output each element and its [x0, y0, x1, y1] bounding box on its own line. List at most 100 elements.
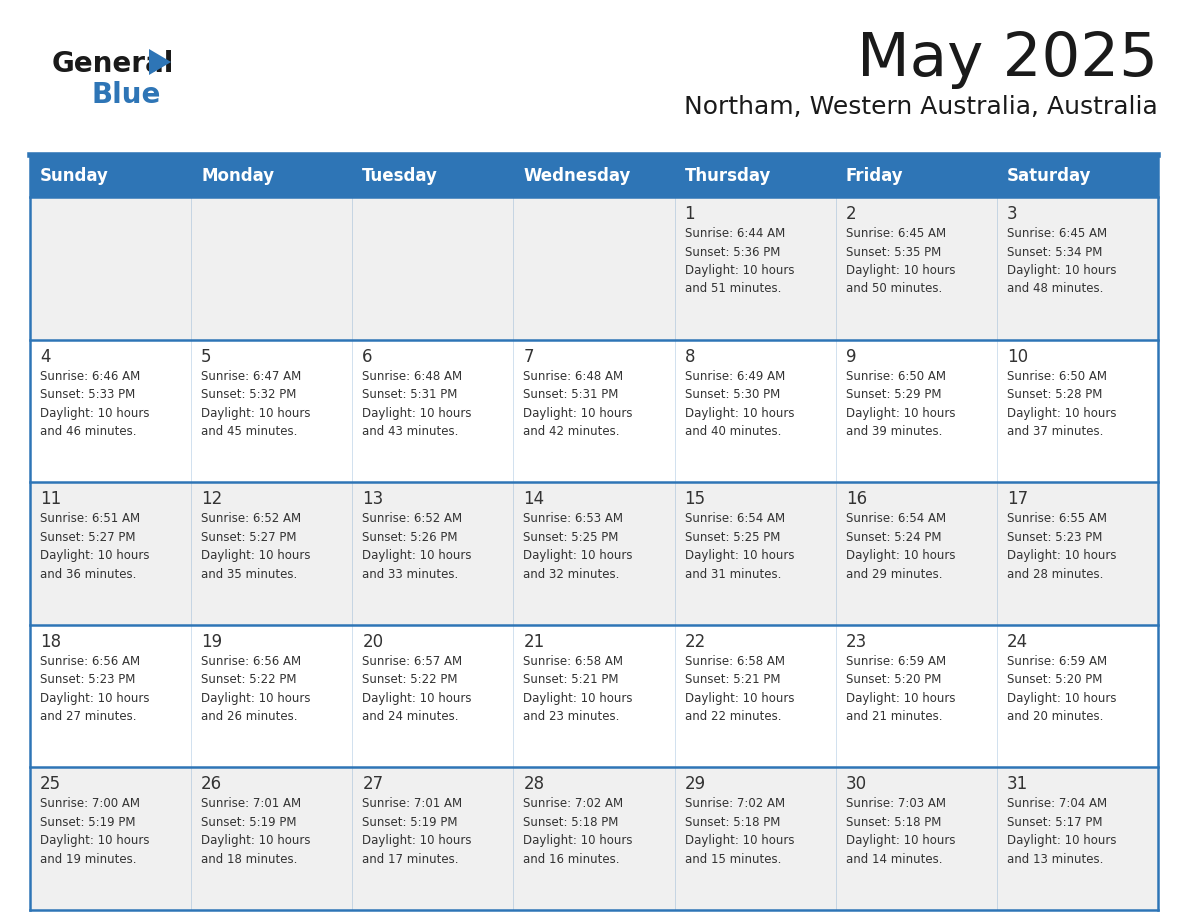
Text: Daylight: 10 hours: Daylight: 10 hours	[362, 407, 472, 420]
Bar	[997, 767, 1158, 910]
Text: Sunrise: 6:48 AM: Sunrise: 6:48 AM	[524, 370, 624, 383]
Bar	[513, 340, 675, 482]
Text: Sunrise: 6:56 AM: Sunrise: 6:56 AM	[201, 655, 302, 667]
Text: Sunrise: 6:57 AM: Sunrise: 6:57 AM	[362, 655, 462, 667]
Text: Sunset: 5:18 PM: Sunset: 5:18 PM	[846, 816, 941, 829]
Text: Daylight: 10 hours: Daylight: 10 hours	[201, 549, 310, 562]
Text: and 19 minutes.: and 19 minutes.	[40, 853, 137, 866]
Text: and 33 minutes.: and 33 minutes.	[362, 567, 459, 581]
Text: and 36 minutes.: and 36 minutes.	[40, 567, 137, 581]
Text: 14: 14	[524, 490, 544, 509]
Text: and 15 minutes.: and 15 minutes.	[684, 853, 781, 866]
Bar	[675, 197, 835, 340]
Bar	[675, 340, 835, 482]
Text: and 22 minutes.: and 22 minutes.	[684, 711, 781, 723]
Text: Sunset: 5:25 PM: Sunset: 5:25 PM	[684, 531, 781, 543]
Bar	[835, 197, 997, 340]
Text: 15: 15	[684, 490, 706, 509]
Text: Sunrise: 6:46 AM: Sunrise: 6:46 AM	[40, 370, 140, 383]
Bar	[30, 625, 191, 767]
Text: Sunrise: 6:44 AM: Sunrise: 6:44 AM	[684, 227, 785, 240]
Text: Daylight: 10 hours: Daylight: 10 hours	[1007, 264, 1117, 277]
Text: Daylight: 10 hours: Daylight: 10 hours	[684, 407, 794, 420]
Text: Sunset: 5:31 PM: Sunset: 5:31 PM	[362, 388, 457, 401]
Text: Daylight: 10 hours: Daylight: 10 hours	[684, 549, 794, 562]
Text: Sunset: 5:17 PM: Sunset: 5:17 PM	[1007, 816, 1102, 829]
Text: Sunday: Sunday	[40, 167, 109, 185]
Text: and 51 minutes.: and 51 minutes.	[684, 283, 781, 296]
Text: Sunset: 5:27 PM: Sunset: 5:27 PM	[40, 531, 135, 543]
Text: Sunset: 5:23 PM: Sunset: 5:23 PM	[1007, 531, 1102, 543]
Bar	[353, 625, 513, 767]
Text: 30: 30	[846, 776, 867, 793]
Text: Sunrise: 6:52 AM: Sunrise: 6:52 AM	[201, 512, 302, 525]
Text: 31: 31	[1007, 776, 1028, 793]
Text: 27: 27	[362, 776, 384, 793]
Text: Friday: Friday	[846, 167, 903, 185]
Text: Daylight: 10 hours: Daylight: 10 hours	[524, 549, 633, 562]
Text: Sunset: 5:18 PM: Sunset: 5:18 PM	[524, 816, 619, 829]
Text: General: General	[52, 50, 175, 78]
Text: 6: 6	[362, 348, 373, 365]
Text: 10: 10	[1007, 348, 1028, 365]
Bar	[997, 197, 1158, 340]
Bar	[997, 482, 1158, 625]
Text: 4: 4	[40, 348, 51, 365]
Text: 23: 23	[846, 633, 867, 651]
Text: 28: 28	[524, 776, 544, 793]
Text: and 29 minutes.: and 29 minutes.	[846, 567, 942, 581]
Bar	[835, 340, 997, 482]
Text: Sunset: 5:22 PM: Sunset: 5:22 PM	[362, 673, 457, 687]
Text: Sunset: 5:21 PM: Sunset: 5:21 PM	[524, 673, 619, 687]
Text: 11: 11	[40, 490, 62, 509]
Bar	[513, 482, 675, 625]
Text: Sunset: 5:18 PM: Sunset: 5:18 PM	[684, 816, 781, 829]
Bar	[30, 340, 191, 482]
Text: Sunrise: 6:45 AM: Sunrise: 6:45 AM	[846, 227, 946, 240]
Bar	[675, 482, 835, 625]
Text: and 18 minutes.: and 18 minutes.	[201, 853, 297, 866]
Text: Daylight: 10 hours: Daylight: 10 hours	[40, 834, 150, 847]
Bar	[353, 482, 513, 625]
Text: and 37 minutes.: and 37 minutes.	[1007, 425, 1104, 438]
Text: Daylight: 10 hours: Daylight: 10 hours	[1007, 834, 1117, 847]
Bar	[191, 625, 353, 767]
Text: Sunset: 5:31 PM: Sunset: 5:31 PM	[524, 388, 619, 401]
Text: and 28 minutes.: and 28 minutes.	[1007, 567, 1104, 581]
Text: and 14 minutes.: and 14 minutes.	[846, 853, 942, 866]
Text: 1: 1	[684, 205, 695, 223]
Text: Sunrise: 7:01 AM: Sunrise: 7:01 AM	[201, 798, 302, 811]
Text: Sunset: 5:20 PM: Sunset: 5:20 PM	[846, 673, 941, 687]
Text: Daylight: 10 hours: Daylight: 10 hours	[684, 692, 794, 705]
Bar	[835, 767, 997, 910]
Text: Sunset: 5:34 PM: Sunset: 5:34 PM	[1007, 245, 1102, 259]
Text: and 32 minutes.: and 32 minutes.	[524, 567, 620, 581]
Text: Saturday: Saturday	[1007, 167, 1092, 185]
Bar	[513, 197, 675, 340]
Text: Sunset: 5:32 PM: Sunset: 5:32 PM	[201, 388, 297, 401]
Bar	[353, 340, 513, 482]
Text: Daylight: 10 hours: Daylight: 10 hours	[362, 549, 472, 562]
Text: Sunrise: 6:48 AM: Sunrise: 6:48 AM	[362, 370, 462, 383]
Text: and 21 minutes.: and 21 minutes.	[846, 711, 942, 723]
Text: 16: 16	[846, 490, 867, 509]
Text: Sunrise: 7:04 AM: Sunrise: 7:04 AM	[1007, 798, 1107, 811]
Text: Sunset: 5:36 PM: Sunset: 5:36 PM	[684, 245, 781, 259]
Text: 22: 22	[684, 633, 706, 651]
Bar	[997, 340, 1158, 482]
Bar	[191, 340, 353, 482]
Text: 17: 17	[1007, 490, 1028, 509]
Text: Daylight: 10 hours: Daylight: 10 hours	[40, 407, 150, 420]
Text: Daylight: 10 hours: Daylight: 10 hours	[362, 834, 472, 847]
Text: Sunrise: 7:01 AM: Sunrise: 7:01 AM	[362, 798, 462, 811]
Text: Sunset: 5:19 PM: Sunset: 5:19 PM	[362, 816, 457, 829]
Text: Daylight: 10 hours: Daylight: 10 hours	[524, 407, 633, 420]
Text: Sunrise: 7:00 AM: Sunrise: 7:00 AM	[40, 798, 140, 811]
Bar	[191, 767, 353, 910]
Bar	[191, 197, 353, 340]
Text: Sunset: 5:33 PM: Sunset: 5:33 PM	[40, 388, 135, 401]
Bar	[30, 155, 1158, 197]
Bar	[675, 625, 835, 767]
Bar	[997, 625, 1158, 767]
Text: 21: 21	[524, 633, 544, 651]
